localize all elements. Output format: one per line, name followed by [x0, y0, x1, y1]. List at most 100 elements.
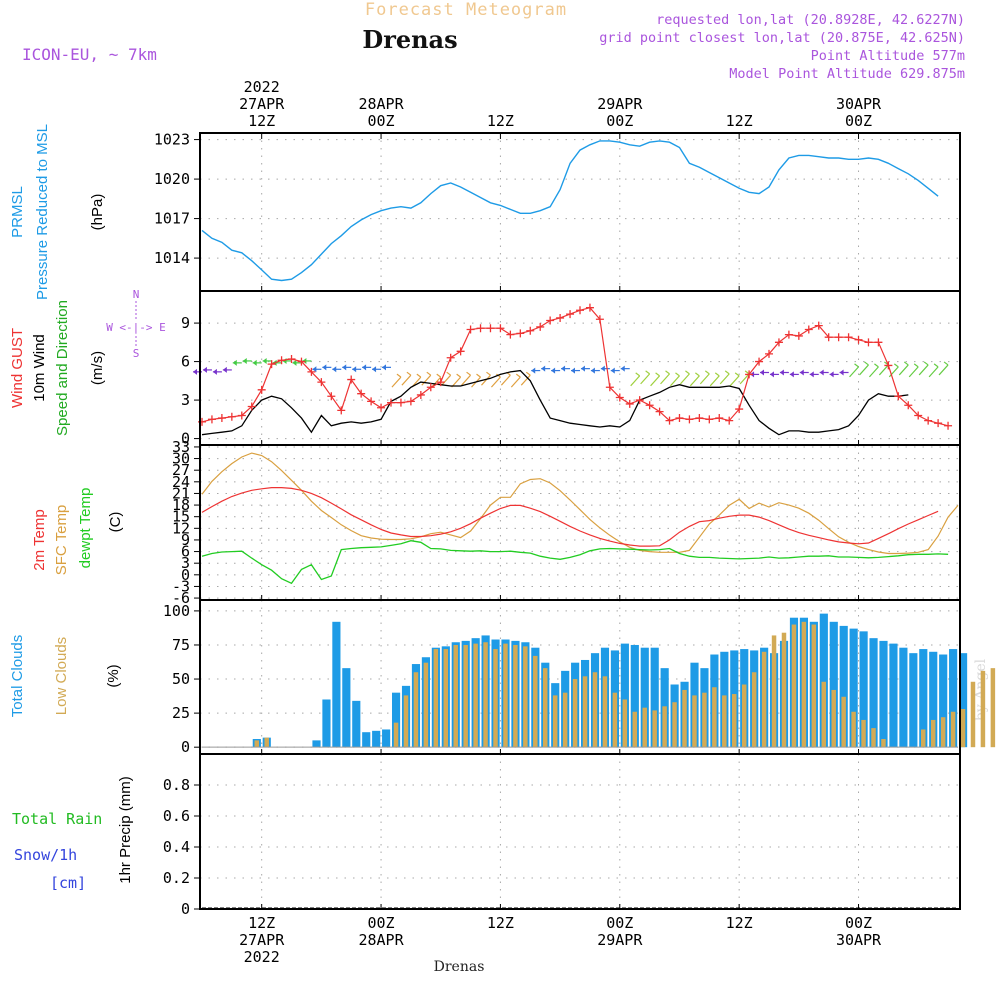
top-time-label: 12Z	[487, 112, 514, 130]
wind-barb-head	[202, 366, 207, 373]
wind-barb-head	[332, 366, 337, 373]
y-tick-label: 1017	[154, 210, 190, 228]
y-label-pressure: Pressure Reduced to MSL	[34, 124, 51, 300]
y-tick-label: 25	[172, 704, 190, 722]
total-clouds-bar	[352, 700, 361, 748]
low-clouds-bar	[582, 676, 588, 748]
y-tick-label: 1023	[154, 131, 190, 149]
wind-barb-arrow	[898, 364, 909, 376]
y-tick-label: 6	[181, 543, 190, 561]
wind-gust-point	[914, 411, 923, 420]
wind-barb-head	[839, 369, 844, 376]
low-clouds-bar	[652, 710, 657, 748]
wind-gust-point	[406, 397, 415, 406]
wind-barb-arrow	[640, 373, 651, 385]
total-clouds-bar	[939, 654, 948, 748]
wind-gust-point	[695, 414, 704, 423]
wind-gust-point	[536, 322, 545, 331]
low-clouds-bar	[572, 679, 578, 748]
wind-barb-head	[789, 371, 794, 378]
wind-gust-point	[436, 378, 445, 387]
total-clouds-bar	[849, 628, 858, 748]
y-tick-label: 3	[181, 554, 190, 572]
y-tick-label: -3	[172, 577, 190, 595]
total-clouds-bar	[869, 638, 878, 748]
compass-west-east: W <-|-> E	[106, 321, 166, 334]
wind-barb-head	[362, 364, 367, 371]
wind-barb-head	[262, 357, 267, 364]
wind-barb-arrow	[391, 376, 402, 388]
wind-barb-feather	[446, 371, 452, 376]
wind-gust-point	[894, 392, 903, 401]
wind-barb-head	[769, 371, 774, 378]
bottom-time-label: 12Z	[487, 914, 514, 932]
wind-barb-arrow	[650, 375, 661, 387]
y-tick-label: 0	[181, 566, 190, 584]
low-clouds-bar	[930, 719, 936, 748]
grid-layer	[200, 133, 960, 910]
wind-gust-point	[207, 415, 216, 424]
wind-barb-feather	[864, 361, 869, 366]
temp-2m-line	[201, 487, 939, 547]
y-label-prmsl: PRMSL	[9, 186, 26, 238]
total-clouds-bar	[829, 621, 838, 748]
top-time-label: 00Z	[845, 112, 872, 130]
wind-gust-point	[516, 329, 525, 338]
y-tick-label: 0	[181, 430, 190, 448]
low-clouds-bar	[940, 717, 946, 748]
wind-gust-point	[267, 360, 276, 369]
wind-barb-head	[561, 365, 566, 372]
y-tick-label: 100	[163, 602, 190, 620]
y-tick-label: 12	[172, 519, 190, 537]
wind-gust-point	[824, 333, 833, 342]
wind-barb-feather	[486, 371, 491, 376]
compass-north: N	[133, 288, 140, 301]
total-clouds-bar	[312, 740, 321, 748]
total-clouds-bar	[859, 631, 868, 748]
wind-barb-head	[809, 371, 814, 378]
wind-barb-feather	[854, 363, 859, 368]
wind-barb-head	[322, 364, 327, 371]
wind-gust-point	[297, 357, 306, 366]
wind-barb-feather	[704, 370, 710, 375]
y-label-sfc-temp: SFC Temp	[53, 505, 70, 576]
wind-barb-head	[193, 368, 197, 375]
y-tick-label: 24	[172, 473, 190, 491]
low-clouds-bar	[732, 694, 737, 748]
wind-barb-feather	[525, 371, 531, 376]
wind-barb-feather	[695, 372, 700, 377]
suptitle: Forecast Meteogram	[365, 0, 567, 20]
low-clouds-bar	[682, 689, 687, 748]
low-clouds-bar	[801, 621, 807, 748]
wind-gust-point	[625, 399, 634, 408]
low-clouds-bar	[831, 689, 836, 748]
low-clouds-bar	[950, 711, 956, 748]
info-line-requested: requested lon,lat (20.8928E, 42.6227N)	[656, 12, 965, 28]
low-clouds-bar	[741, 684, 747, 748]
wind-gust-point	[237, 411, 246, 420]
wind-barb-arrow	[441, 374, 452, 386]
wind-barb-arrow	[938, 364, 949, 376]
low-clouds-bar	[672, 702, 677, 748]
y-tick-label: 0.6	[163, 807, 190, 825]
wind-barb-arrow	[630, 375, 641, 387]
wind-barb-arrow	[679, 373, 690, 385]
wind-gust-point	[456, 347, 465, 356]
y-label-wind-gust: Wind GUST	[9, 328, 26, 408]
wind-barb-feather	[436, 373, 442, 378]
wind-gust-point	[307, 367, 316, 376]
top-time-label: 00Z	[606, 112, 633, 130]
low-clouds-bar	[861, 719, 866, 748]
wind-gust-point	[566, 310, 575, 319]
y-label-ms: (m/s)	[89, 351, 106, 385]
y-tick-label: 0	[181, 738, 190, 756]
wind-gust-point	[934, 419, 943, 428]
wind-gust-point	[655, 407, 664, 416]
wind-barb-arrow	[888, 366, 899, 378]
y-tick-label: 27	[172, 461, 190, 479]
total-clouds-bar	[919, 649, 928, 748]
wind-barb-head	[531, 367, 536, 374]
low-clouds-bar	[423, 662, 429, 748]
low-clouds-bar	[751, 672, 757, 748]
y-tick-label: 33	[172, 438, 190, 456]
